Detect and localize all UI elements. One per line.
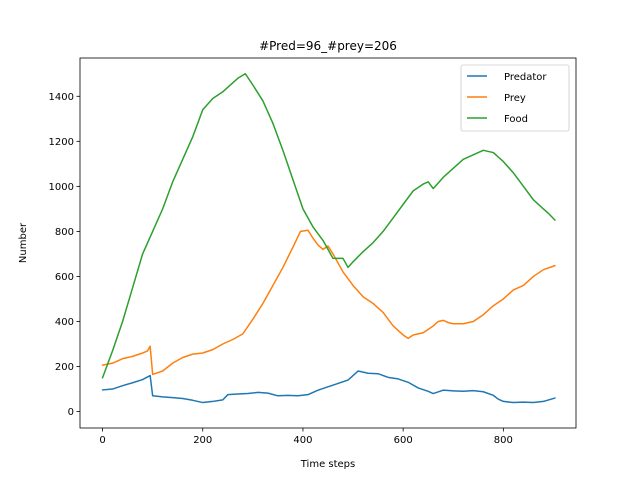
y-tick-label: 1000 xyxy=(49,182,74,193)
plot-frame xyxy=(79,57,577,429)
y-tick-label: 0 xyxy=(68,407,74,418)
y-axis-label: Number xyxy=(18,222,29,263)
legend-label-food: Food xyxy=(504,114,528,125)
series-line-prey xyxy=(101,229,556,376)
series-line-predator xyxy=(101,370,556,404)
y-tick-label: 200 xyxy=(55,362,74,373)
y-tick-label: 1200 xyxy=(49,137,74,148)
x-axis-label: Time steps xyxy=(300,459,356,470)
chart-title: #Pred=96_#prey=206 xyxy=(259,39,397,53)
x-tick-label: 0 xyxy=(99,435,105,446)
y-tick-label: 400 xyxy=(55,317,74,328)
legend: Predator Prey Food xyxy=(460,64,570,132)
series-line-food xyxy=(101,73,556,379)
series-layer xyxy=(101,73,556,404)
x-tick-label: 400 xyxy=(293,435,312,446)
x-tick-label: 800 xyxy=(494,435,513,446)
legend-box xyxy=(460,64,570,132)
y-tick-label: 800 xyxy=(55,227,74,238)
legend-label-prey: Prey xyxy=(504,93,526,104)
ticks-layer: 0 200 400 600 800 0 200 400 600 800 1000 1200 1400 xyxy=(49,92,513,446)
y-tick-label: 1400 xyxy=(49,92,74,103)
x-tick-label: 200 xyxy=(193,435,212,446)
y-tick-label: 600 xyxy=(55,272,74,283)
legend-label-predator: Predator xyxy=(504,72,547,83)
x-tick-label: 600 xyxy=(394,435,413,446)
